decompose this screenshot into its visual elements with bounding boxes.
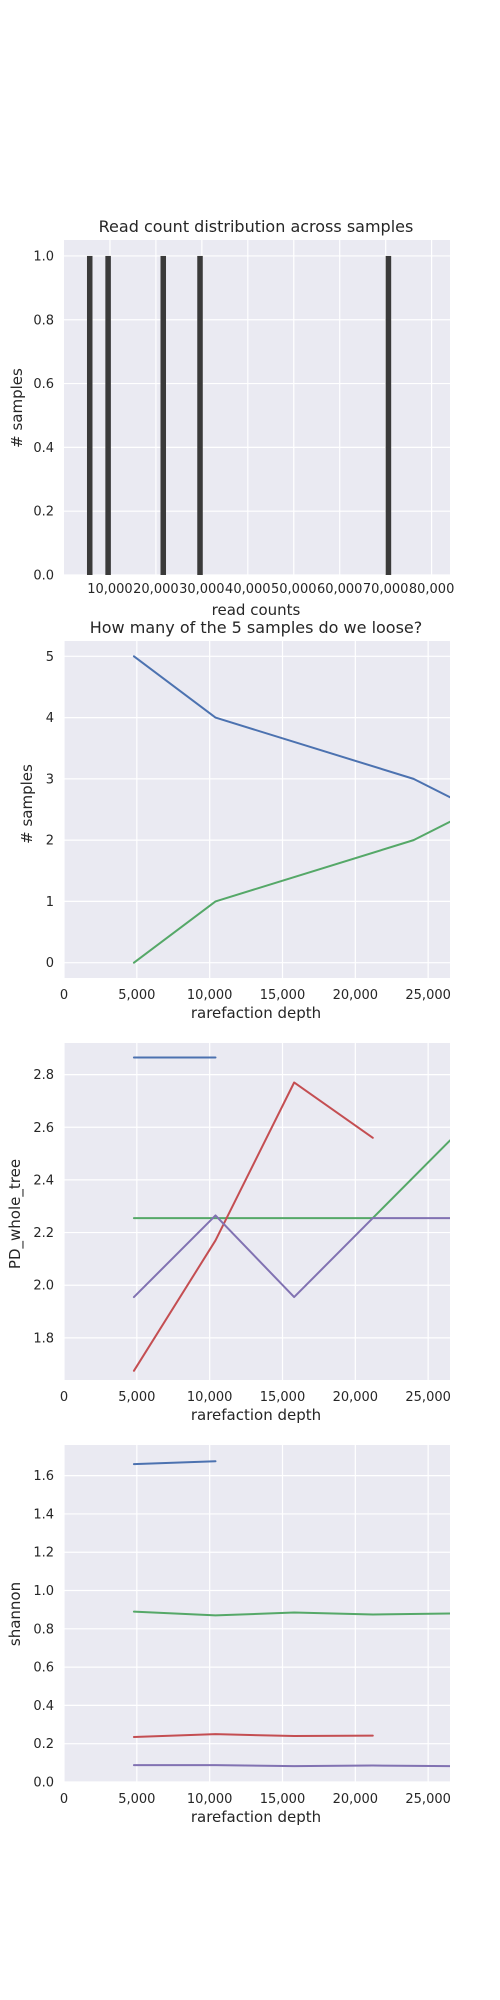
histogram-xtick-label: 40,000 xyxy=(225,582,271,597)
histogram-bar xyxy=(105,255,111,575)
histogram-ytick-label: 0.8 xyxy=(33,313,54,328)
shannon-ytick-label: 0.2 xyxy=(33,1737,54,1752)
pd-whole-tree-ytick-label: 2.4 xyxy=(33,1173,54,1188)
samples-lost-ytick-label: 2 xyxy=(46,834,54,849)
samples-lost-plot-area xyxy=(64,641,450,978)
samples-lost-series-line xyxy=(132,655,450,799)
pd-whole-tree-xlabel: rarefaction depth xyxy=(191,1406,321,1424)
shannon-marks xyxy=(132,1460,450,1768)
shannon-xlabel: rarefaction depth xyxy=(191,1808,321,1826)
histogram-xtick-label: 50,000 xyxy=(271,582,317,597)
pd-whole-tree-xtick-label: 15,000 xyxy=(260,1390,306,1405)
pd-whole-tree-ytick-label: 2.8 xyxy=(33,1068,54,1083)
samples-lost-xtick-label: 5,000 xyxy=(118,988,155,1003)
histogram-xtick-label: 70,000 xyxy=(363,582,409,597)
shannon-series-line xyxy=(132,1460,217,1466)
shannon-chart: 0.0 0.2 0.4 0.6 0.8 1.0 1.2 1.4 1.6 0 5,000 10,000 1… xyxy=(6,1445,451,1826)
samples-lost-ytick-label: 3 xyxy=(46,772,54,787)
shannon-xtick-label: 10,000 xyxy=(187,1792,233,1807)
histogram-xtick-label: 10,000 xyxy=(87,582,133,597)
histogram-ytick-label: 0.2 xyxy=(33,505,54,520)
pd-whole-tree-xtick-label: 0 xyxy=(60,1390,68,1405)
shannon-ytick-label: 1.4 xyxy=(33,1507,54,1522)
pd-whole-tree-xtick-label: 25,000 xyxy=(405,1390,451,1405)
histogram-xtick-label: 60,000 xyxy=(317,582,363,597)
samples-lost-title: How many of the 5 samples do we loose? xyxy=(90,618,423,637)
histogram-xlabel: read counts xyxy=(212,601,301,619)
shannon-xtick-label: 15,000 xyxy=(260,1792,306,1807)
pd-whole-tree-marks xyxy=(132,1056,450,1372)
pd-whole-tree-plot-area xyxy=(64,1043,450,1380)
shannon-xtick-label: 0 xyxy=(60,1792,68,1807)
samples-lost-xtick-label: 20,000 xyxy=(333,988,379,1003)
samples-lost-ytick-label: 5 xyxy=(46,650,54,665)
pd-whole-tree-ytick-label: 1.8 xyxy=(33,1331,54,1346)
pd-whole-tree-series-line xyxy=(132,1214,450,1299)
samples-lost-chart: 0 1 2 3 4 5 0 5,000 10,000 15,000 20,000 25,000 How … xyxy=(18,618,451,1022)
shannon-series-line xyxy=(132,1610,450,1617)
pd-whole-tree-ylabel: PD_whole_tree xyxy=(6,1159,25,1269)
histogram-ytick-label: 1.0 xyxy=(33,249,54,264)
pd-whole-tree-ytick-label: 2.6 xyxy=(33,1121,54,1136)
histogram-chart: 0.0 0.2 0.4 0.6 0.8 1.0 10,000 20,000 30,000 40,0… xyxy=(8,217,454,619)
shannon-ylabel: shannon xyxy=(6,1582,24,1646)
samples-lost-series-line xyxy=(132,820,450,964)
shannon-ytick-label: 0.4 xyxy=(33,1699,54,1714)
shannon-ytick-label: 0.0 xyxy=(33,1776,54,1791)
shannon-series-line xyxy=(132,1733,374,1739)
shannon-xtick-label: 25,000 xyxy=(405,1792,451,1807)
samples-lost-marks xyxy=(132,655,450,964)
pd-whole-tree-ytick-label: 2.0 xyxy=(33,1279,54,1294)
histogram-marks xyxy=(86,255,392,575)
shannon-ytick-label: 1.0 xyxy=(33,1584,54,1599)
histogram-bar xyxy=(86,255,93,575)
shannon-xtick-label: 5,000 xyxy=(118,1792,155,1807)
pd-whole-tree-chart: 1.8 2.0 2.2 2.4 2.6 2.8 0 5,000 10,000 15,000 20,0… xyxy=(6,1043,451,1424)
samples-lost-ytick-label: 4 xyxy=(46,711,54,726)
pd-whole-tree-ytick-label: 2.2 xyxy=(33,1226,54,1241)
pd-whole-tree-xtick-label: 20,000 xyxy=(333,1390,379,1405)
shannon-xtick-label: 20,000 xyxy=(333,1792,379,1807)
samples-lost-xtick-label: 10,000 xyxy=(187,988,233,1003)
shannon-ytick-label: 0.8 xyxy=(33,1622,54,1637)
samples-lost-ytick-label: 0 xyxy=(46,956,54,971)
histogram-ylabel: # samples xyxy=(8,368,26,448)
pd-whole-tree-series-line xyxy=(132,1081,374,1372)
histogram-title: Read count distribution across samples xyxy=(99,217,414,236)
histogram-bar xyxy=(385,255,392,575)
histogram-ytick-label: 0.4 xyxy=(33,441,54,456)
pd-whole-tree-series-line xyxy=(132,1139,450,1220)
histogram-plot-area xyxy=(64,240,450,575)
histogram-xtick-label: 30,000 xyxy=(179,582,225,597)
samples-lost-ytick-label: 1 xyxy=(46,895,54,910)
samples-lost-xtick-label: 0 xyxy=(60,988,68,1003)
shannon-ytick-label: 1.6 xyxy=(33,1469,54,1484)
histogram-bar xyxy=(160,255,167,575)
histogram-ytick-label: 0.6 xyxy=(33,377,54,392)
samples-lost-ylabel: # samples xyxy=(18,764,36,844)
pd-whole-tree-xtick-label: 5,000 xyxy=(118,1390,155,1405)
histogram-bar xyxy=(197,255,203,575)
shannon-ytick-label: 1.2 xyxy=(33,1546,54,1561)
samples-lost-xtick-label: 25,000 xyxy=(405,988,451,1003)
pd-whole-tree-xtick-label: 10,000 xyxy=(187,1390,233,1405)
histogram-ytick-label: 0.0 xyxy=(33,569,54,584)
shannon-ytick-label: 0.6 xyxy=(33,1661,54,1676)
shannon-series-line xyxy=(132,1764,450,1768)
histogram-xtick-label: 20,000 xyxy=(133,582,179,597)
samples-lost-xlabel: rarefaction depth xyxy=(191,1004,321,1022)
samples-lost-xtick-label: 15,000 xyxy=(260,988,306,1003)
histogram-xtick-label: 80,000 xyxy=(409,582,455,597)
